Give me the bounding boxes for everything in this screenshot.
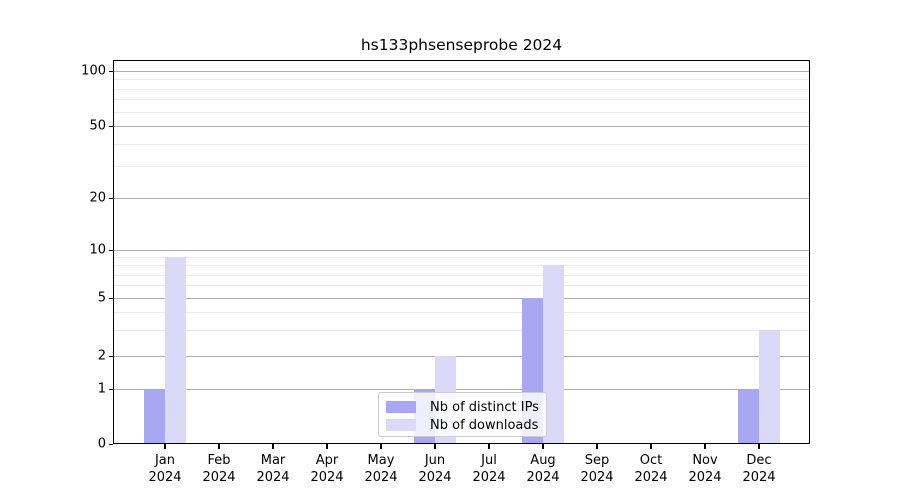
- gridline-major: [113, 356, 810, 357]
- legend: Nb of distinct IPs Nb of downloads: [378, 392, 547, 437]
- gridline-minor: [113, 88, 810, 90]
- y-tick-label: 100: [81, 63, 106, 79]
- chart-title: hs133phsenseprobe 2024: [360, 36, 563, 54]
- gridline-minor: [113, 330, 810, 332]
- x-tick: [704, 444, 706, 449]
- bar-downloads-jan: [165, 257, 186, 444]
- x-tick-label: Feb 2024: [202, 453, 236, 485]
- x-tick-label: Sep 2024: [580, 453, 614, 485]
- legend-swatch-downloads: [386, 419, 416, 431]
- gridline-major: [113, 126, 810, 127]
- gridline-major: [113, 389, 810, 390]
- x-tick-label: Dec 2024: [742, 453, 776, 485]
- legend-row-downloads: Nb of downloads: [386, 416, 546, 434]
- gridline-minor: [113, 312, 810, 314]
- y-tick: [109, 297, 113, 299]
- gridline-major: [113, 198, 810, 199]
- bar-downloads-dec: [759, 330, 780, 444]
- legend-label-ips: Nb of distinct IPs: [430, 399, 539, 415]
- gridline-major: [113, 250, 810, 251]
- y-tick: [109, 443, 113, 445]
- y-tick: [109, 125, 113, 127]
- x-tick: [434, 444, 436, 449]
- y-tick-label: 50: [89, 118, 106, 134]
- y-tick-label: 1: [97, 381, 106, 397]
- legend-row-distinct-ips: Nb of distinct IPs: [386, 398, 546, 416]
- bar-distinct-ips-dec: [738, 389, 759, 444]
- gridline-minor: [113, 143, 810, 145]
- gridline-minor: [113, 285, 810, 287]
- x-tick-label: May 2024: [364, 453, 398, 485]
- gridline-minor: [113, 274, 810, 276]
- x-tick: [650, 444, 652, 449]
- legend-label-downloads: Nb of downloads: [430, 417, 539, 433]
- x-tick-label: Oct 2024: [634, 453, 668, 485]
- x-tick-label: Mar 2024: [256, 453, 290, 485]
- gridline-minor: [113, 166, 810, 168]
- gridline-minor: [113, 111, 810, 113]
- y-tick-label: 2: [97, 348, 106, 364]
- x-tick: [326, 444, 328, 449]
- x-tick-label: Aug 2024: [526, 453, 560, 485]
- bar-distinct-ips-jan: [144, 389, 165, 444]
- y-tick-label: 5: [97, 290, 106, 306]
- y-tick: [109, 249, 113, 251]
- x-tick-label: Apr 2024: [310, 453, 344, 485]
- y-tick: [109, 197, 113, 199]
- legend-swatch-ips: [386, 401, 416, 413]
- x-tick: [272, 444, 274, 449]
- gridline-minor: [113, 79, 810, 81]
- gridline-minor: [113, 265, 810, 267]
- x-tick-label: Jan 2024: [148, 453, 182, 485]
- x-tick-label: Nov 2024: [688, 453, 722, 485]
- x-tick: [758, 444, 760, 449]
- x-tick-label: Jun 2024: [418, 453, 452, 485]
- gridline-minor: [113, 257, 810, 259]
- axes-spine: [113, 60, 810, 444]
- y-tick-label: 0: [97, 436, 106, 452]
- x-tick-label: Jul 2024: [472, 453, 506, 485]
- x-tick: [542, 444, 544, 449]
- plot-area: Nb of distinct IPs Nb of downloads: [113, 60, 810, 444]
- x-tick: [488, 444, 490, 449]
- x-tick: [596, 444, 598, 449]
- gridline-minor: [113, 99, 810, 101]
- y-tick-label: 20: [89, 190, 106, 206]
- gridline-major: [113, 298, 810, 299]
- x-tick: [218, 444, 220, 449]
- x-tick: [164, 444, 166, 449]
- bar-downloads-aug: [543, 265, 564, 444]
- x-tick: [380, 444, 382, 449]
- y-tick: [109, 355, 113, 357]
- y-tick: [109, 70, 113, 72]
- gridline-major: [113, 71, 810, 72]
- y-tick: [109, 388, 113, 390]
- y-tick-label: 10: [89, 242, 106, 258]
